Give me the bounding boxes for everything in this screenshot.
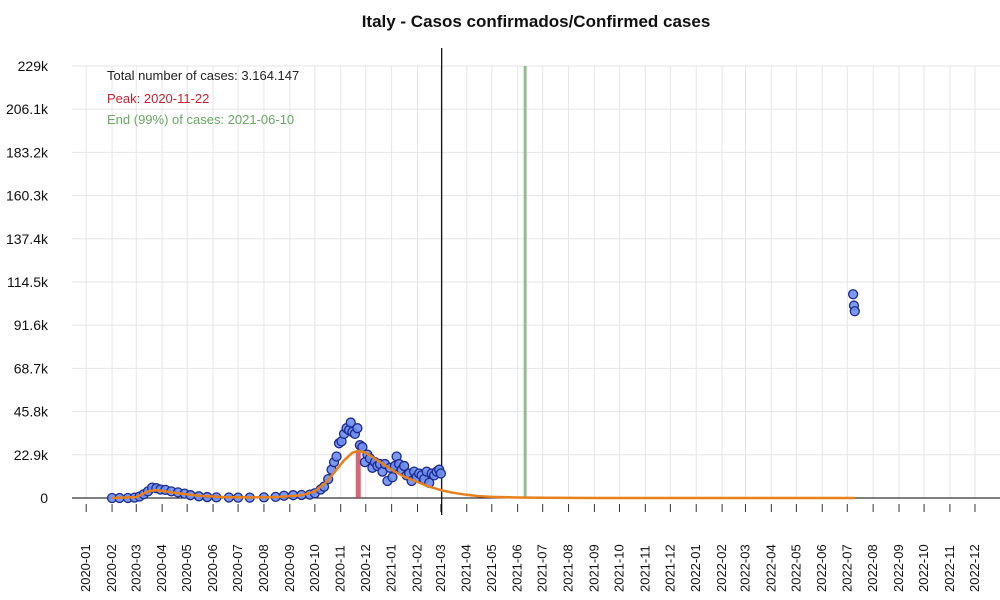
data-point	[398, 460, 410, 472]
x-tick-label: 2020-10	[307, 544, 322, 592]
reference-lines	[355, 48, 527, 515]
peak-annotation: Peak: 2020-11-22	[107, 91, 209, 106]
data-point	[345, 417, 356, 428]
chart-title: Italy - Casos confirmados/Confirmed case…	[361, 12, 711, 31]
y-tick-label: 45.8k	[14, 404, 49, 420]
total-cases-annotation: Total number of cases: 3.164.147	[107, 68, 299, 83]
gridlines	[72, 65, 1000, 512]
data-point	[331, 451, 342, 462]
data-point	[435, 468, 447, 479]
y-tick-label: 229k	[18, 58, 49, 74]
x-tick-label: 2020-03	[128, 544, 143, 592]
y-tick-label: 183.2k	[6, 144, 49, 160]
x-tick-label: 2022-07	[839, 544, 854, 592]
y-tick-label: 137.4k	[6, 231, 49, 247]
x-tick-label: 2022-10	[916, 544, 931, 592]
observed-points	[106, 289, 860, 504]
fitted-curve-line	[112, 449, 855, 500]
fitted-curve	[112, 449, 855, 500]
annotations: Total number of cases: 3.164.147 Peak: 2…	[107, 68, 299, 127]
y-tick-label: 68.7k	[14, 360, 49, 376]
x-tick-label: 2021-08	[561, 544, 576, 592]
x-tick-label: 2022-02	[714, 544, 729, 592]
x-tick-label: 2022-11	[942, 545, 957, 592]
x-tick-label: 2022-03	[737, 544, 752, 592]
x-tick-label: 2020-07	[230, 544, 245, 592]
data-point	[847, 289, 859, 300]
y-tick-label: 114.5k	[7, 274, 49, 290]
x-tick-label: 2021-12	[662, 544, 677, 592]
x-tick-label: 2020-08	[256, 544, 271, 592]
x-tick-label: 2021-04	[459, 544, 474, 592]
x-tick-label: 2021-06	[510, 544, 525, 592]
x-axis-ticks: 2020-01 2020-02 2020-03 2020-04 2020-05 2020-…	[78, 544, 982, 592]
x-tick-label: 2020-02	[104, 544, 119, 592]
y-tick-label: 160.3k	[6, 188, 49, 204]
y-tick-label: 206.1k	[6, 101, 49, 117]
x-tick-label: 2022-09	[891, 544, 906, 592]
x-tick-label: 2021-05	[484, 544, 499, 592]
x-tick-label: 2020-05	[179, 544, 194, 592]
x-tick-label: 2020-01	[78, 544, 93, 592]
end-annotation: End (99%) of cases: 2021-06-10	[107, 112, 294, 127]
x-tick-label: 2021-11	[637, 545, 652, 592]
peak-bar	[355, 450, 361, 498]
y-axis-ticks: 0 22.9k 45.8k 68.7k 91.6k 114.5k 137.4k 160.3k 1…	[6, 58, 49, 506]
x-tick-label: 2022-12	[967, 544, 982, 592]
x-tick-label: 2022-05	[788, 544, 803, 592]
x-tick-label: 2022-01	[688, 544, 703, 592]
x-tick-label: 2022-04	[763, 544, 778, 592]
x-tick-label: 2021-10	[611, 544, 626, 592]
x-tick-label: 2021-03	[433, 544, 448, 592]
x-tick-label: 2021-02	[409, 544, 424, 592]
x-tick-label: 2020-09	[282, 544, 297, 592]
y-tick-label: 22.9k	[14, 447, 49, 463]
x-tick-label: 2021-09	[586, 544, 601, 592]
x-tick-label: 2020-11	[333, 545, 348, 592]
x-tick-label: 2021-01	[384, 544, 399, 592]
data-point	[387, 472, 398, 483]
x-tick-label: 2020-04	[154, 544, 169, 592]
data-point	[352, 423, 363, 434]
y-tick-label: 0	[40, 490, 48, 506]
data-point	[849, 306, 860, 317]
x-tick-label: 2022-06	[814, 544, 829, 592]
x-tick-label: 2020-06	[205, 544, 220, 592]
x-tick-label: 2022-08	[865, 544, 880, 592]
x-tick-label: 2021-07	[535, 544, 550, 592]
y-tick-label: 91.6k	[14, 317, 49, 333]
x-tick-label: 2020-12	[358, 544, 373, 592]
